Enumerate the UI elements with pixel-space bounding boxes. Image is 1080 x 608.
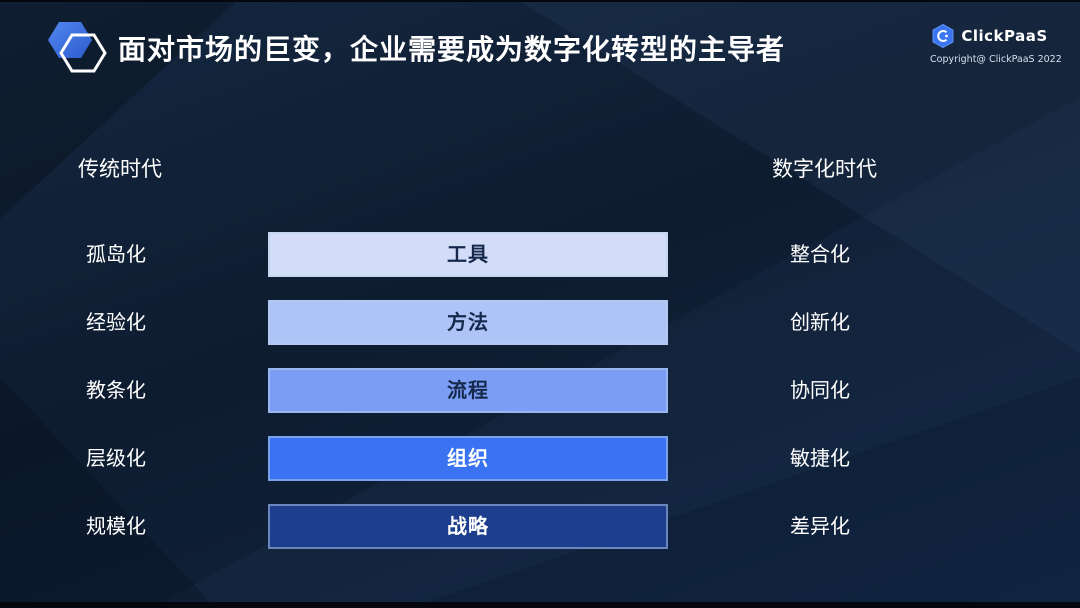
traditional-era-label: 层级化	[86, 446, 146, 470]
comparison-row: 经验化 方法 创新化	[0, 300, 1080, 345]
digital-era-label: 协同化	[790, 378, 850, 402]
comparison-row: 规模化 战略 差异化	[0, 504, 1080, 549]
digital-era-label: 差异化	[790, 514, 850, 538]
bottom-edge-bar	[0, 602, 1080, 608]
brand-name: ClickPaaS	[961, 27, 1048, 45]
comparison-row: 层级化 组织 敏捷化	[0, 436, 1080, 481]
page-title: 面对市场的巨变，企业需要成为数字化转型的主导者	[118, 33, 786, 66]
digital-era-label: 敏捷化	[790, 446, 850, 470]
hexagon-icon	[48, 22, 107, 73]
brand-block: ClickPaaS Copyright@ ClickPaaS 2022	[930, 24, 1062, 65]
comparison-row: 孤岛化 工具 整合化	[0, 232, 1080, 277]
left-column-header: 传统时代	[78, 157, 162, 181]
right-column-header: 数字化时代	[772, 157, 877, 181]
digital-era-label: 创新化	[790, 310, 850, 334]
center-bar: 方法	[268, 300, 668, 345]
traditional-era-label: 经验化	[86, 310, 146, 334]
center-bar: 工具	[268, 232, 668, 277]
comparison-row: 教条化 流程 协同化	[0, 368, 1080, 413]
digital-era-label: 整合化	[790, 242, 850, 266]
center-bar: 流程	[268, 368, 668, 413]
brand-copyright: Copyright@ ClickPaaS 2022	[930, 54, 1062, 65]
center-bar: 战略	[268, 504, 668, 549]
comparison-rows: 孤岛化 工具 整合化 经验化 方法 创新化 教条化 流程 协同化 层级化 组织 …	[0, 232, 1080, 549]
clickpaas-hexagon-logo-icon	[932, 24, 954, 48]
center-bar: 组织	[268, 436, 668, 481]
top-edge-bar	[0, 0, 1080, 2]
traditional-era-label: 孤岛化	[86, 242, 146, 266]
traditional-era-label: 规模化	[86, 514, 146, 538]
traditional-era-label: 教条化	[86, 378, 146, 402]
